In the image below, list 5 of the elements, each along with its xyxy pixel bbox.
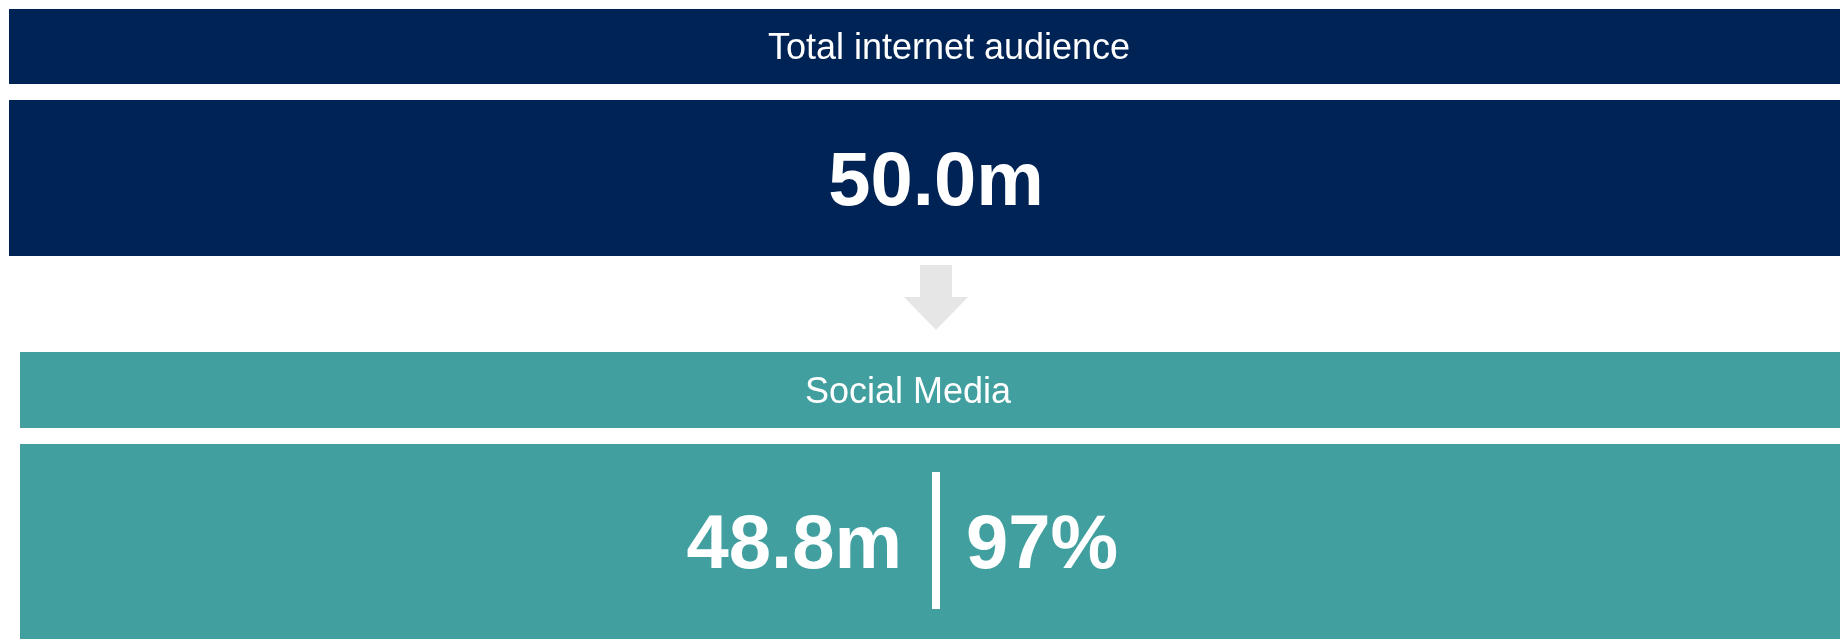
data-label: 50.0m: [828, 135, 1044, 221]
data-label: 48.8m: [686, 499, 902, 584]
category-label: Total internet audience: [767, 26, 1131, 67]
text: 97%: [966, 499, 1119, 584]
category-label: Social Media: [804, 369, 1013, 411]
